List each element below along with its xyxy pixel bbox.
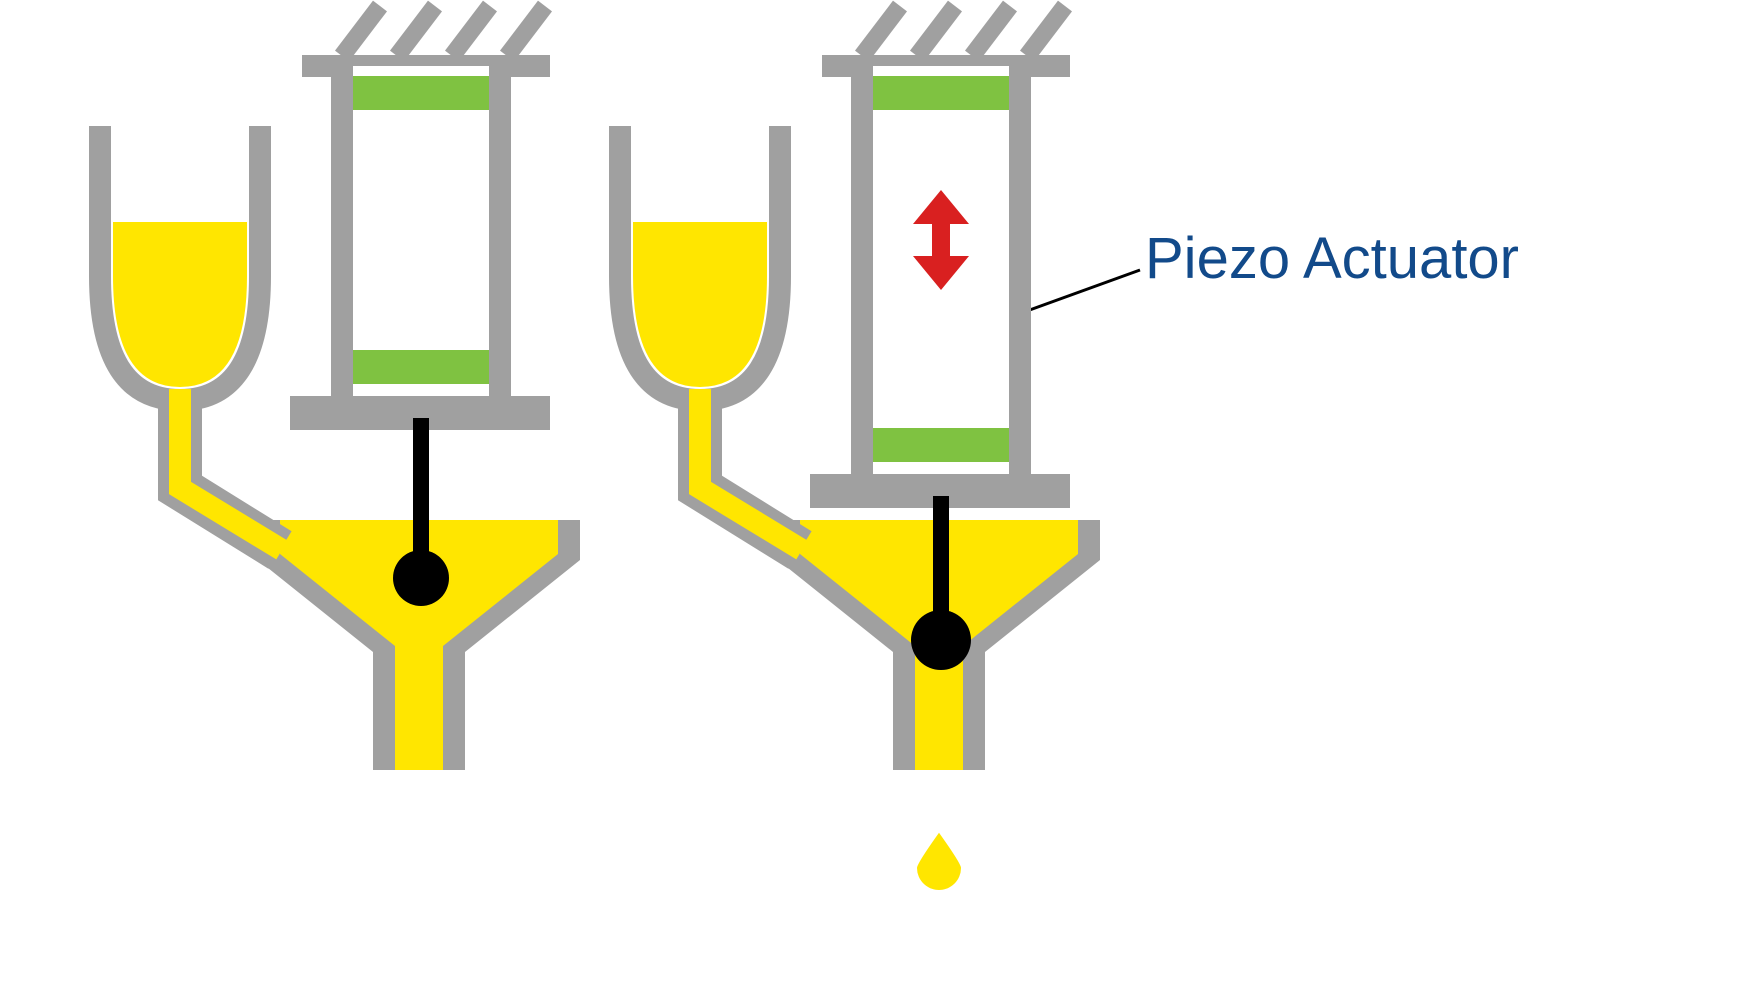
- valve-open: [620, 6, 1100, 890]
- valve-closed: [100, 6, 580, 770]
- reservoir-fluid: [113, 222, 247, 387]
- actuator-top-cap: [353, 76, 489, 110]
- piezo-actuator-label: Piezo Actuator: [1145, 226, 1519, 291]
- actuator-top-cap: [873, 76, 1009, 110]
- diagram-canvas: Piezo Actuator: [0, 0, 1750, 1000]
- reservoir-fluid: [633, 222, 767, 387]
- plunger-ball: [393, 550, 449, 606]
- droplet-icon: [917, 833, 961, 890]
- actuator-bottom-cap: [873, 428, 1009, 462]
- actuator-bottom-cap: [353, 350, 489, 384]
- plunger-ball: [911, 610, 971, 670]
